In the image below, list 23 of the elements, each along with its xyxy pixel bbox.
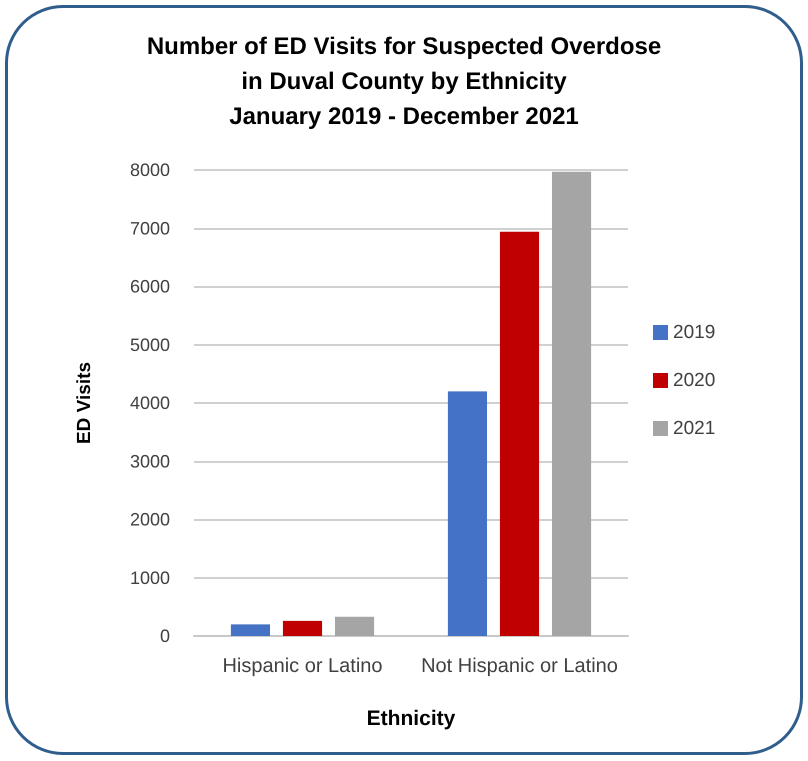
y-tick-label: 6000 — [130, 276, 170, 296]
y-tick-label: 7000 — [130, 218, 170, 238]
bar — [552, 172, 592, 636]
bar — [282, 620, 322, 636]
y-tick-label: 8000 — [130, 160, 170, 180]
bar — [448, 391, 488, 636]
y-tick-label: 5000 — [130, 334, 170, 355]
y-tick-label: 1000 — [130, 568, 170, 588]
legend-label: 2021 — [673, 418, 716, 439]
x-tick-label: Not Hispanic or Latino — [421, 655, 618, 677]
y-tick-label: 3000 — [130, 451, 170, 472]
y-tick-label: 4000 — [130, 393, 170, 413]
x-axis-title: Ethnicity — [366, 707, 456, 730]
bar — [334, 616, 374, 636]
y-tick-label: 0 — [160, 626, 170, 646]
chart-title: Number of ED Visits for Suspected Overdose in Duval County by Ethnicity January 2019 - December 2021 — [146, 33, 662, 130]
y-tick-label: 2000 — [130, 510, 170, 530]
legend-label: 2019 — [673, 322, 716, 343]
y-axis-title: ED Visits — [74, 362, 95, 444]
bar — [500, 232, 540, 636]
legend-label: 2020 — [673, 370, 716, 391]
bar — [230, 624, 270, 636]
x-tick-label: Hispanic or Latino — [222, 655, 383, 677]
